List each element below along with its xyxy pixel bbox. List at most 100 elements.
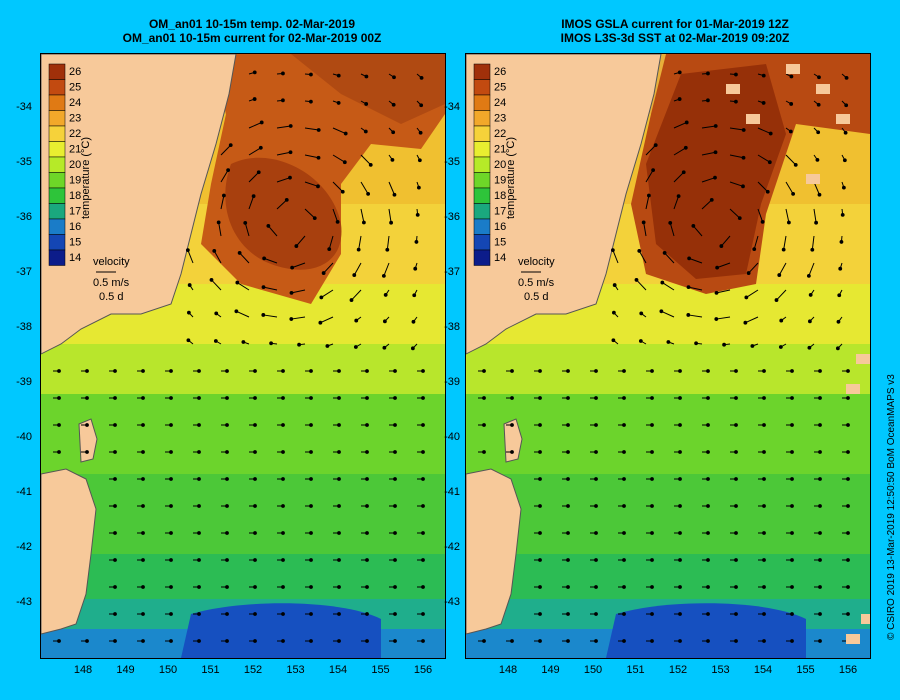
right-map-panel: 26 25 24 23 22 21 20 19 18 17 16 15 14 temperature (°… — [465, 53, 871, 659]
latitude-tick-label: -40 — [444, 431, 460, 443]
latitude-tick-label: -40 — [16, 431, 32, 443]
colorbar-swatch — [48, 110, 66, 127]
warm-eddy — [225, 157, 342, 270]
colorbar-swatch — [473, 187, 491, 204]
colorbar-tick-label: 20 — [494, 159, 506, 171]
colorbar-tick-label: 26 — [494, 66, 506, 78]
colorbar-tick-label: 23 — [494, 113, 506, 125]
colorbar-swatch — [473, 94, 491, 111]
latitude-tick-label: -37 — [16, 266, 32, 278]
cloud-mask — [726, 64, 870, 644]
temperature-colorbar: 26 25 24 23 22 21 20 19 18 17 16 15 14 temperature (°… — [48, 63, 92, 266]
latitude-tick-label: -34 — [16, 101, 32, 113]
colorbar-tick-label: 22 — [494, 128, 506, 140]
colorbar-tick-label: 26 — [69, 66, 81, 78]
left-longitude-axis: 148 149 150 151 152 153 154 155 156 — [40, 664, 446, 678]
latitude-tick-label: -42 — [16, 541, 32, 553]
right-title-line1: IMOS GSLA current for 01-Mar-2019 12Z — [561, 17, 789, 31]
colorbar-title: temperature (°C) — [505, 137, 517, 219]
latitude-tick-label: -34 — [444, 101, 460, 113]
velocity-legend-scale: 0.5 m/s — [93, 277, 130, 289]
ocean-band — [466, 554, 870, 599]
colorbar-tick-label: 23 — [69, 113, 81, 125]
sst-map-right: 26 25 24 23 22 21 20 19 18 17 16 15 14 temperature (°… — [466, 54, 870, 658]
colorbar-swatch — [473, 156, 491, 173]
left-title-line1: OM_an01 10-15m temp. 02-Mar-2019 — [148, 17, 356, 31]
velocity-legend-time: 0.5 d — [524, 291, 548, 303]
colorbar-tick-label: 21 — [494, 144, 506, 156]
longitude-tick-label: 149 — [541, 664, 560, 676]
velocity-vectors — [53, 70, 425, 643]
velocity-vectors — [478, 70, 850, 643]
colorbar-swatch — [48, 249, 66, 266]
colorbar-swatch — [48, 234, 66, 251]
colorbar-tick-label: 14 — [494, 252, 506, 264]
flinders-island — [78, 418, 98, 463]
colorbar-tick-label: 17 — [69, 206, 81, 218]
colorbar-tick-label: 16 — [494, 221, 506, 233]
right-panel-title: IMOS GSLA current for 01-Mar-2019 12Z IM… — [463, 17, 887, 45]
colorbar-swatch — [473, 79, 491, 96]
left-map-panel: 26 25 24 23 22 21 20 19 18 17 16 15 14 temperature (°… — [40, 53, 446, 659]
ocean-band — [41, 474, 445, 554]
velocity-legend: velocity 0.5 m/s 0.5 d — [518, 256, 555, 303]
ocean-band — [41, 554, 445, 599]
warm-eddy — [291, 54, 445, 124]
colorbar-tick-label: 16 — [69, 221, 81, 233]
latitude-tick-label: -43 — [16, 596, 32, 608]
longitude-tick-label: 152 — [668, 664, 688, 676]
colorbar-swatch — [473, 172, 491, 189]
colorbar-tick-label: 19 — [494, 175, 506, 187]
velocity-legend-label: velocity — [93, 256, 130, 268]
colorbar-swatch — [48, 203, 66, 220]
colorbar-tick-label: 14 — [69, 252, 81, 264]
velocity-legend-scale: 0.5 m/s — [518, 277, 555, 289]
colorbar-swatch — [473, 125, 491, 142]
colorbar-swatch — [48, 187, 66, 204]
colorbar-tick-label: 24 — [69, 97, 81, 109]
latitude-tick-label: -41 — [444, 486, 460, 498]
sst-map-left: 26 25 24 23 22 21 20 19 18 17 16 15 14 temperature (°… — [41, 54, 445, 658]
colorbar-swatch — [48, 63, 66, 80]
left-latitude-axis: -34 -35 -36 -37 -38 -39 -40 -41 -42 -43 — [0, 53, 36, 657]
longitude-tick-label: 156 — [838, 664, 858, 676]
colorbar-swatch — [48, 79, 66, 96]
colorbar-tick-label: 15 — [69, 237, 81, 249]
latitude-tick-label: -41 — [16, 486, 32, 498]
ocean-band — [466, 474, 870, 554]
cool-water-patch — [181, 603, 381, 658]
latitude-tick-label: -36 — [444, 211, 460, 223]
colorbar-swatch — [48, 172, 66, 189]
ocean-band — [466, 344, 870, 394]
credit-text: © CSIRO 2019 13-Mar-2019 12:50:50 BoM Oc… — [886, 374, 897, 640]
colorbar-tick-label: 24 — [494, 97, 506, 109]
longitude-tick-label: 149 — [116, 664, 135, 676]
longitude-tick-label: 151 — [626, 664, 645, 676]
colorbar-tick-label: 15 — [494, 237, 506, 249]
colorbar-tick-label: 20 — [69, 159, 81, 171]
right-latitude-axis: -34 -35 -36 -37 -38 -39 -40 -41 -42 -43 — [428, 53, 464, 657]
colorbar-swatch — [473, 249, 491, 266]
colorbar-swatch — [473, 63, 491, 80]
colorbar-swatch — [473, 141, 491, 158]
latitude-tick-label: -38 — [444, 321, 460, 333]
left-title-line2: OM_an01 10-15m current for 02-Mar-2019 0… — [122, 31, 382, 45]
latitude-tick-label: -35 — [444, 156, 460, 168]
colorbar-tick-label: 17 — [494, 206, 506, 218]
longitude-tick-label: 156 — [413, 664, 433, 676]
colorbar-swatch — [473, 110, 491, 127]
cool-water-patch — [606, 603, 806, 658]
colorbar-swatch — [48, 141, 66, 158]
longitude-tick-label: 155 — [796, 664, 815, 676]
longitude-tick-label: 148 — [498, 664, 518, 676]
colorbar-tick-label: 25 — [69, 82, 81, 94]
latitude-tick-label: -36 — [16, 211, 32, 223]
colorbar-swatch — [48, 218, 66, 235]
ocean-band — [41, 394, 445, 474]
ocean-band — [466, 394, 870, 474]
longitude-tick-label: 151 — [201, 664, 220, 676]
colorbar-swatch — [473, 203, 491, 220]
temperature-colorbar: 26 25 24 23 22 21 20 19 18 17 16 15 14 temperature (°… — [473, 63, 517, 266]
latitude-tick-label: -39 — [16, 376, 32, 388]
longitude-tick-label: 150 — [583, 664, 603, 676]
